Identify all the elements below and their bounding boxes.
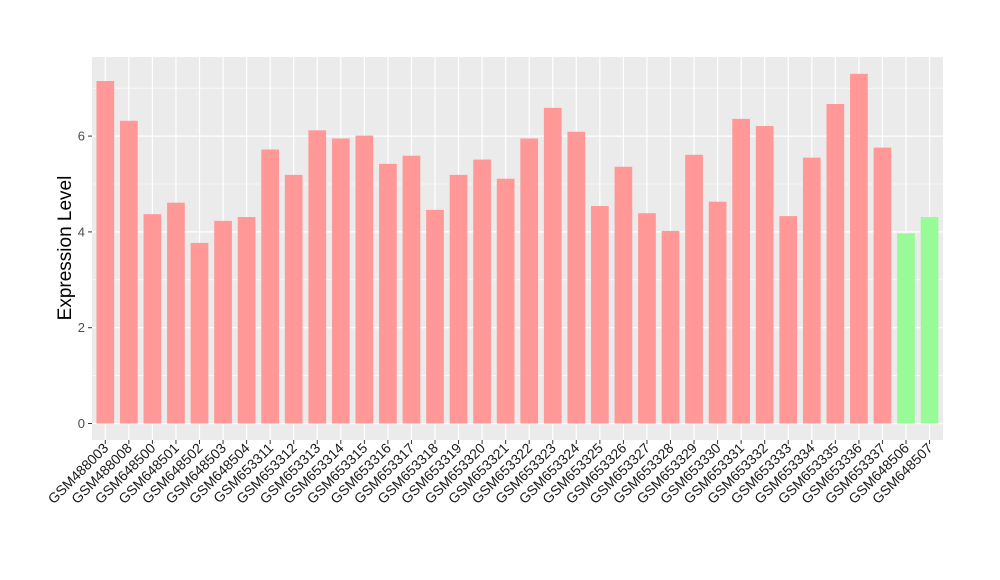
bar-GSM653313	[308, 130, 327, 424]
y-axis: 0 2 4 6	[78, 129, 92, 431]
bar-GSM653319	[449, 174, 468, 424]
bar-GSM653324	[567, 131, 586, 424]
bar-GSM653314	[331, 138, 350, 424]
bar-GSM653327	[638, 213, 656, 424]
bar-GSM648503	[214, 220, 232, 424]
bar-GSM653315	[355, 135, 374, 424]
bar-GSM648507	[920, 217, 939, 424]
bar-GSM653329	[685, 154, 703, 424]
bar-GSM653330	[708, 201, 727, 424]
bar-GSM653326	[614, 166, 633, 424]
bars	[96, 73, 939, 424]
bar-GSM653332	[755, 126, 774, 424]
x-axis: GSM488003GSM488008GSM648500GSM648501GSM6…	[45, 440, 936, 507]
bar-GSM653335	[826, 104, 845, 424]
bar-GSM653333	[779, 216, 798, 424]
y-tick-label: 0	[78, 416, 85, 431]
bar-GSM648500	[143, 214, 162, 424]
bar-GSM653328	[661, 230, 680, 424]
bar-GSM653336	[850, 73, 868, 424]
bar-GSM653322	[520, 138, 539, 424]
bar-GSM653321	[496, 178, 515, 424]
bar-GSM488003	[96, 81, 115, 424]
bar-GSM653325	[591, 206, 609, 424]
bar-GSM653311	[261, 149, 279, 424]
bar-GSM488008	[120, 120, 138, 424]
plot-panel	[92, 57, 943, 440]
bar-GSM653318	[426, 209, 444, 424]
bar-GSM653312	[284, 174, 303, 424]
y-tick-label: 6	[78, 129, 85, 144]
bar-GSM648504	[237, 217, 256, 424]
bar-GSM653320	[473, 159, 491, 424]
bar-GSM653316	[379, 163, 397, 424]
bar-GSM653334	[802, 157, 821, 424]
bar-GSM653323	[543, 107, 562, 424]
y-tick-label: 4	[78, 224, 85, 239]
y-tick-label: 2	[78, 320, 85, 335]
bar-GSM653331	[732, 118, 750, 424]
bar-GSM648501	[167, 202, 185, 424]
bar-GSM648506	[897, 233, 915, 424]
y-axis-title: Expression Level	[55, 176, 76, 321]
bar-GSM653317	[402, 155, 421, 424]
bar-GSM648502	[190, 242, 209, 424]
bar-GSM653337	[873, 147, 892, 424]
